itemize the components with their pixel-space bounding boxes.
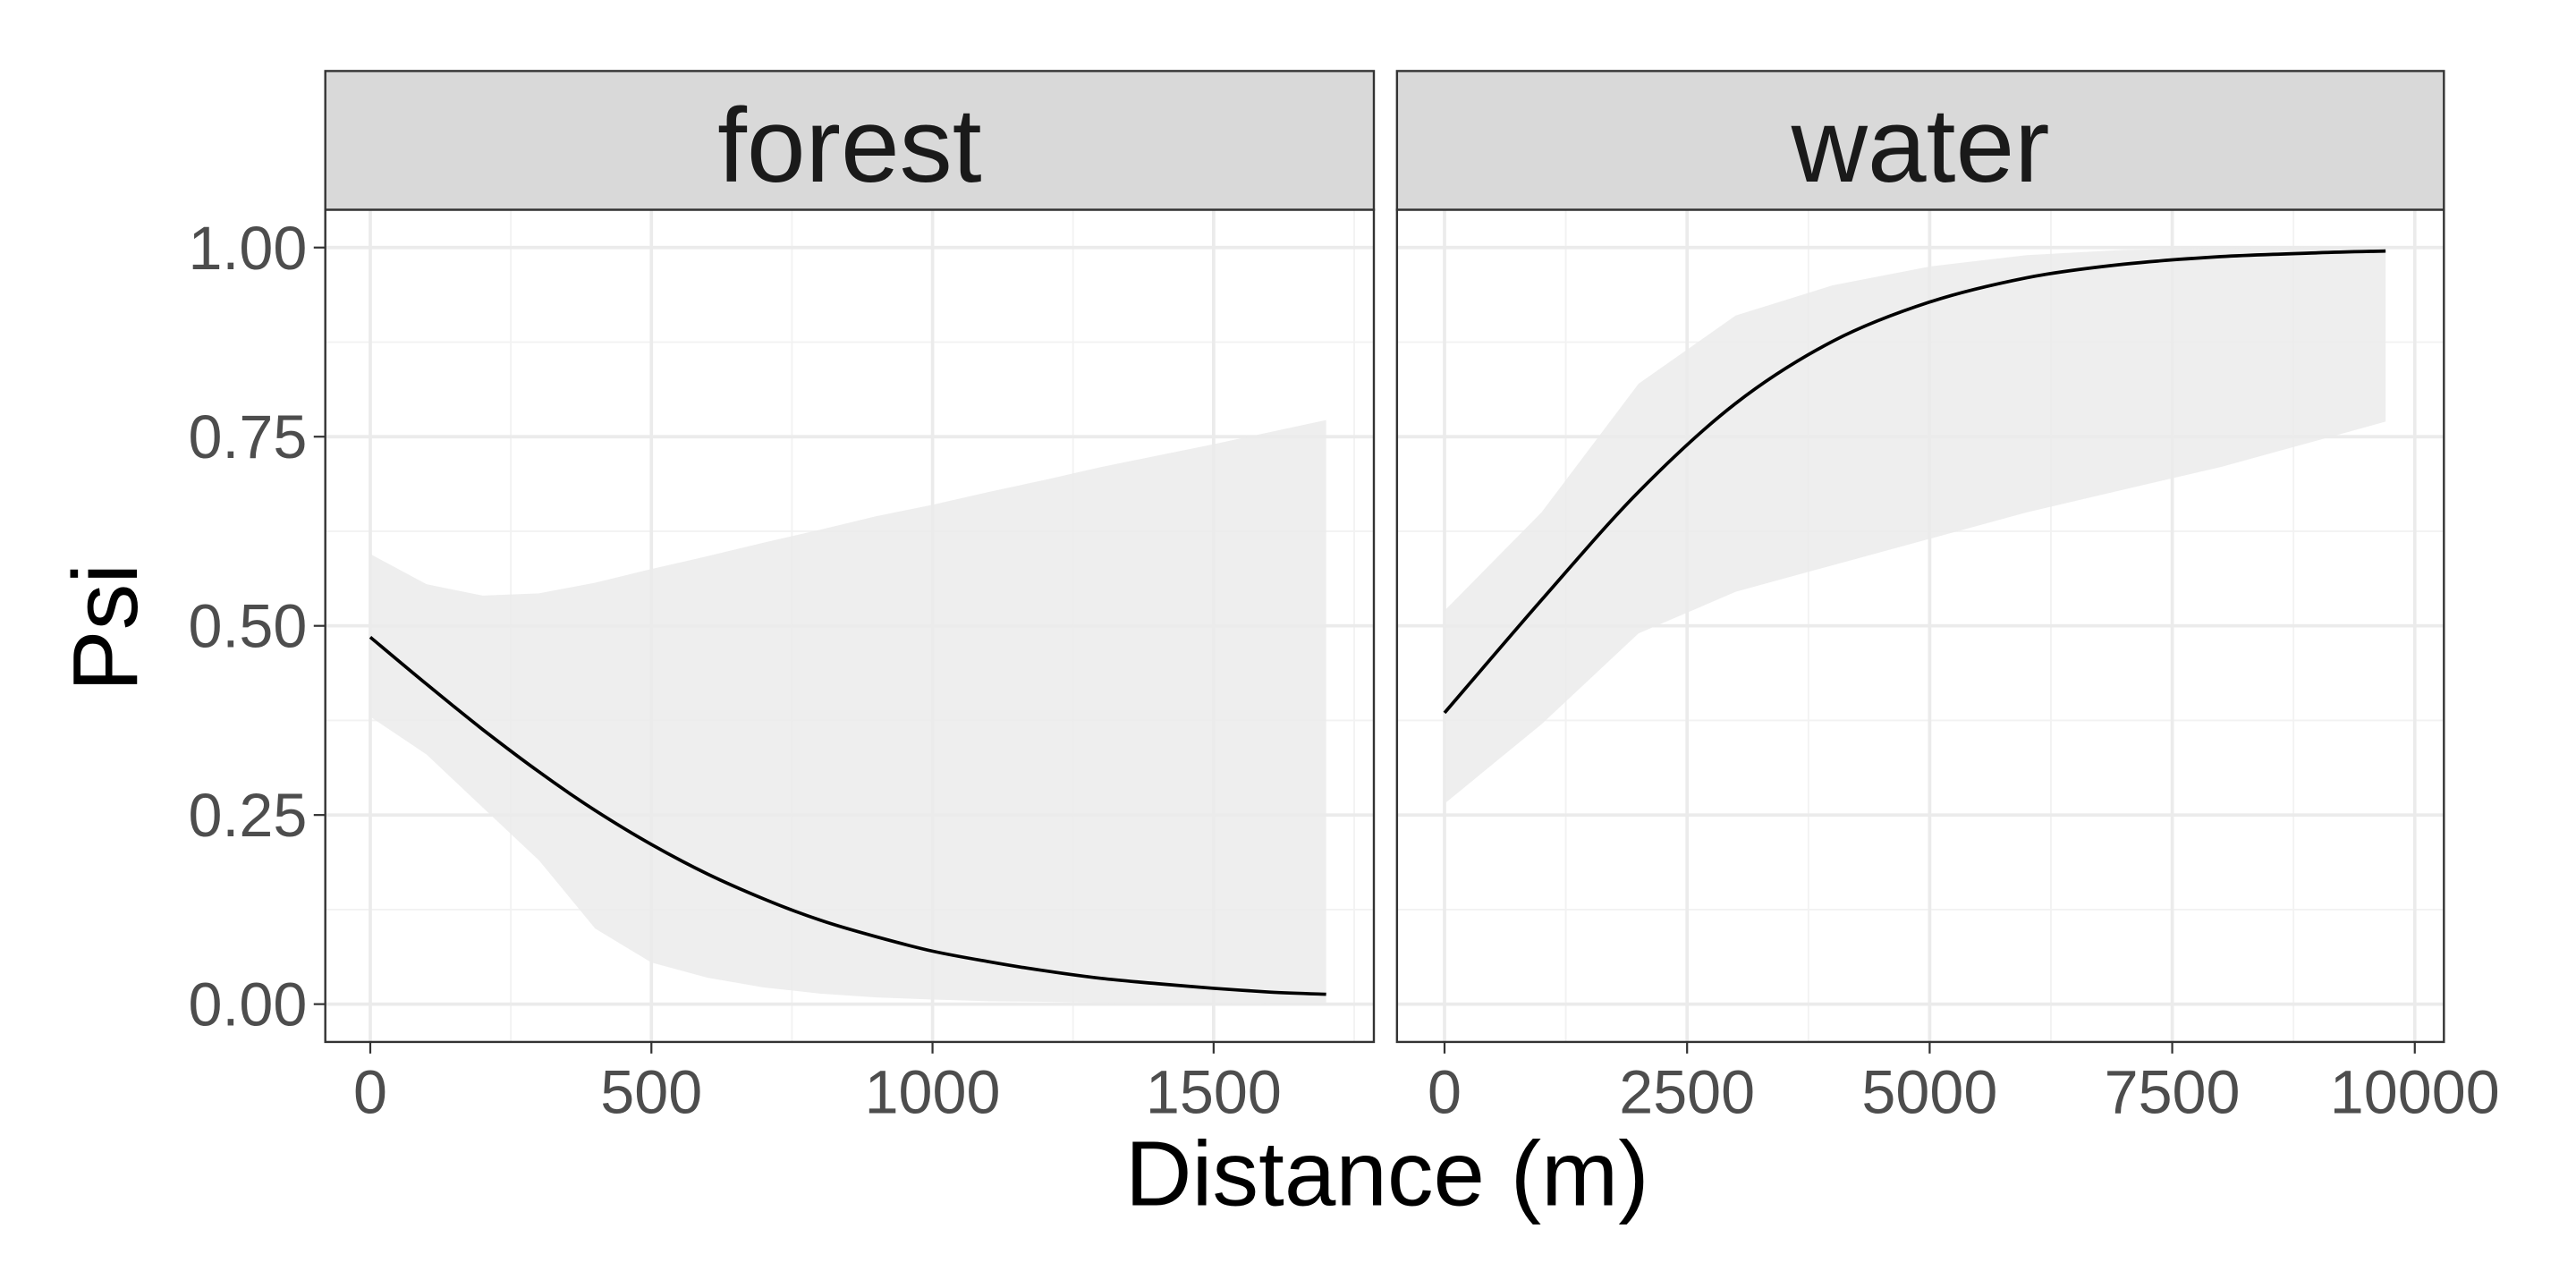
x-tick-label: 1000 xyxy=(865,1058,1001,1126)
facet-strip-label: forest xyxy=(717,87,981,205)
fit-line xyxy=(369,635,1326,996)
facet-strip-label: water xyxy=(1791,87,2050,205)
panel-forest: forest 0 500 1000 1500 xyxy=(324,70,1376,1126)
facet-strip xyxy=(1395,70,2445,211)
y-tick-label: 0.00 xyxy=(188,971,307,1039)
x-tick-label: 5000 xyxy=(1861,1058,1997,1126)
confidence-band xyxy=(1445,247,2386,804)
x-tick-label: 500 xyxy=(600,1058,702,1126)
x-tick-label: 10000 xyxy=(2330,1058,2500,1126)
fit-line xyxy=(1443,249,2386,715)
x-axis-title: Distance (m) xyxy=(1125,1122,1649,1225)
x-tick-label: 7500 xyxy=(2105,1058,2241,1126)
confidence-band xyxy=(369,419,1326,1004)
y-tick-label: 0.25 xyxy=(188,782,307,850)
y-tick-label: 0.75 xyxy=(188,403,307,471)
x-tick-label: 2500 xyxy=(1619,1058,1755,1126)
x-tick-label: 1500 xyxy=(1146,1058,1282,1126)
x-tick-label: 0 xyxy=(353,1058,387,1126)
y-axis-title: Psi xyxy=(53,564,157,692)
y-tick-label: 0.50 xyxy=(188,593,307,661)
x-tick-label: 0 xyxy=(1428,1058,1462,1126)
panel-water: water 0 2500 5000 7500 10000 xyxy=(1395,70,2500,1126)
facet-strip xyxy=(324,70,1376,211)
y-tick-label: 1.00 xyxy=(188,215,307,283)
